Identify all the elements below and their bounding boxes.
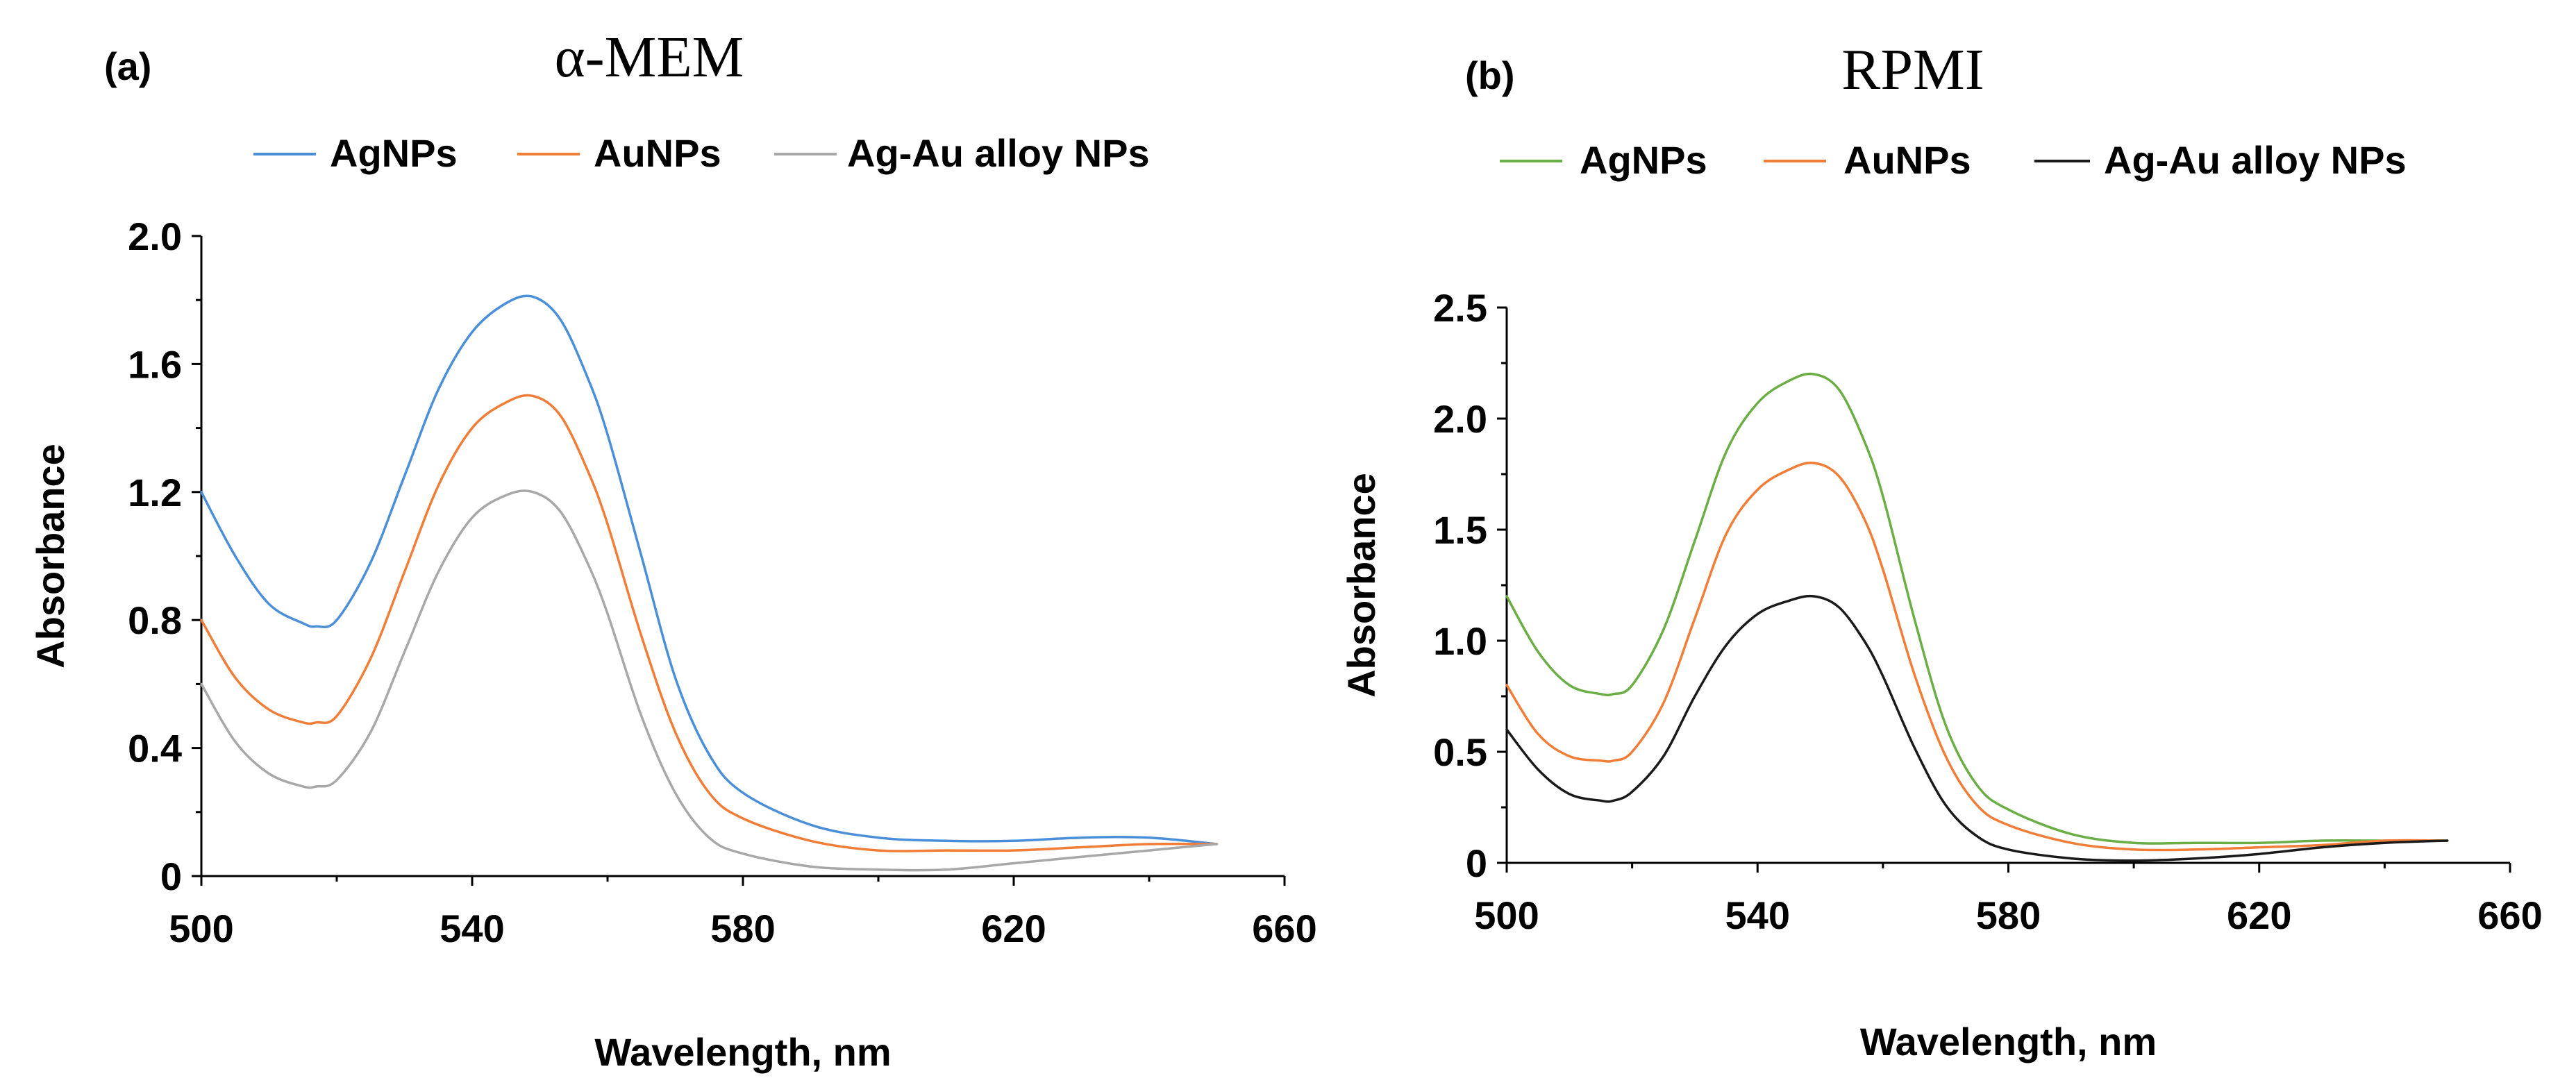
legend-label-1: AgNPs xyxy=(1580,138,1707,182)
chart-title: RPMI xyxy=(1841,37,1984,102)
series-line-2 xyxy=(1505,461,2449,852)
x-tick-label: 660 xyxy=(2477,893,2542,937)
chart-title: α-MEM xyxy=(555,25,744,90)
legend-label-3: Ag-Au alloy NPs xyxy=(847,131,1150,175)
panel-label: (b) xyxy=(1465,53,1515,97)
x-tick-label: 500 xyxy=(1474,893,1539,937)
legend-label-1: AgNPs xyxy=(330,131,458,175)
y-tick-label: 0.5 xyxy=(1433,730,1487,774)
legend: AgNPs AuNPs Ag-Au alloy NPs xyxy=(1500,138,2407,182)
x-tick-label: 540 xyxy=(1725,893,1790,937)
y-tick-label: 2.0 xyxy=(1433,397,1487,441)
series-line-3 xyxy=(1505,594,2449,862)
y-tick-label: 1.5 xyxy=(1433,508,1487,552)
legend-label-2: AuNPs xyxy=(1843,138,1971,182)
chart-panel-b: (b) RPMI AgNPs AuNPs Ag-Au alloy NPs 0 0.5 1.0 1… xyxy=(1339,37,2543,1063)
x-tick-label: 620 xyxy=(981,907,1046,950)
x-tick-label: 500 xyxy=(169,907,233,950)
x-tick-label: 540 xyxy=(440,907,504,950)
series-line-2 xyxy=(200,394,1219,852)
y-tick-label: 0.4 xyxy=(128,727,182,771)
series-line-1 xyxy=(200,294,1219,846)
y-tick-label: 2.0 xyxy=(128,215,182,258)
x-axis-label: Wavelength, nm xyxy=(594,1030,891,1074)
x-tick-label: 580 xyxy=(1976,893,2041,937)
x-tick-label: 620 xyxy=(2227,893,2291,937)
legend-label-3: Ag-Au alloy NPs xyxy=(2104,138,2407,182)
y-axis-label: Absorbance xyxy=(1339,473,1383,698)
y-tick-label: 1.6 xyxy=(128,342,182,386)
y-tick-label: 1.0 xyxy=(1433,619,1487,663)
x-tick-label: 580 xyxy=(710,907,775,950)
y-tick-label: 1.2 xyxy=(128,471,182,514)
chart-panel-a: (a) α-MEM AgNPs AuNPs Ag-Au alloy NPs 0 0.4 0.8… xyxy=(28,25,1317,1074)
panel-label: (a) xyxy=(104,44,151,88)
series-line-1 xyxy=(1505,372,2449,845)
y-axis-label: Absorbance xyxy=(28,444,72,668)
x-tick-label: 660 xyxy=(1252,907,1316,950)
legend: AgNPs AuNPs Ag-Au alloy NPs xyxy=(253,131,1150,175)
x-axis-label: Wavelength, nm xyxy=(1860,1020,2157,1063)
series-line-3 xyxy=(200,489,1219,872)
y-tick-label: 0.8 xyxy=(128,598,182,642)
y-tick-label: 2.5 xyxy=(1433,286,1487,330)
legend-label-2: AuNPs xyxy=(594,131,721,175)
y-tick-label: 0 xyxy=(160,855,182,898)
y-tick-label: 0 xyxy=(1466,841,1487,885)
